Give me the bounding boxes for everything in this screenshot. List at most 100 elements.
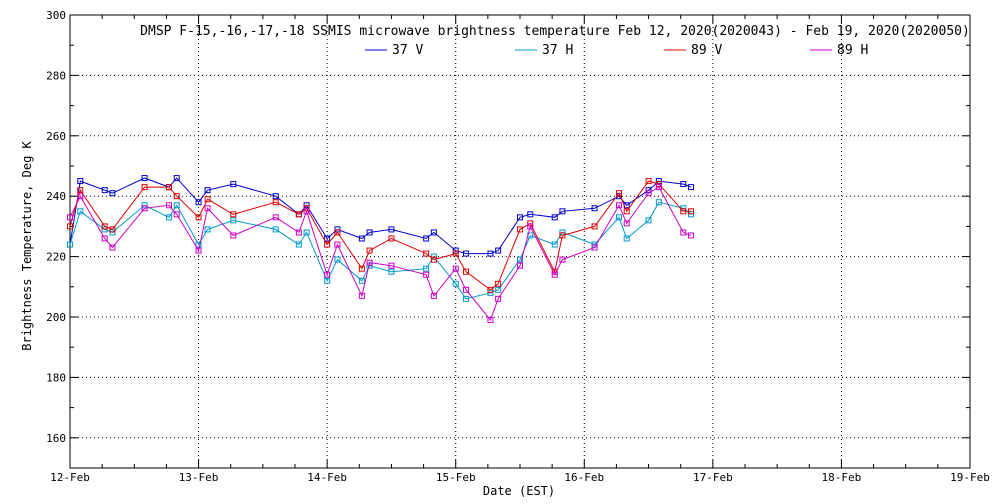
data-point-89-h xyxy=(272,214,279,221)
data-point-37-h xyxy=(204,226,211,233)
data-point-37-h xyxy=(230,217,237,224)
data-point-89-h xyxy=(463,286,469,293)
data-point-37-v xyxy=(366,229,373,236)
data-point-89-h xyxy=(616,202,622,209)
data-point-37-h xyxy=(195,241,202,248)
data-point-37-v xyxy=(430,229,437,236)
data-point-37-h xyxy=(324,277,331,284)
data-point-89-h xyxy=(527,223,534,230)
data-point-89-h xyxy=(195,247,202,254)
data-point-37-h xyxy=(655,199,662,206)
data-point-37-v xyxy=(230,181,237,188)
data-point-37-h xyxy=(463,295,469,302)
y-tick-label: 300 xyxy=(46,9,66,22)
data-point-89-h xyxy=(623,220,630,227)
data-point-37-v xyxy=(204,187,211,194)
data-point-89-h xyxy=(423,271,430,278)
data-point-89-h xyxy=(166,202,172,209)
data-point-37-v xyxy=(688,184,694,191)
data-point-37-h xyxy=(358,277,365,284)
data-point-37-h xyxy=(495,286,502,293)
data-point-89-h xyxy=(324,271,331,278)
data-point-89-h xyxy=(655,184,662,191)
data-point-37-h xyxy=(645,217,652,224)
data-point-89-h xyxy=(452,265,459,272)
y-axis-label: Brightness Temperature, Deg K xyxy=(20,140,34,350)
series-line-37-v xyxy=(69,177,692,255)
data-point-89-v xyxy=(517,226,523,233)
axis-layer: 160 180 200 220 240 260 280 300 12-Feb 13-Feb 14-F… xyxy=(46,9,990,484)
data-point-89-v xyxy=(324,241,331,248)
data-point-37-v xyxy=(358,235,365,242)
data-point-37-h xyxy=(141,202,148,209)
data-point-89-v xyxy=(452,250,459,257)
data-point-89-v xyxy=(623,208,630,215)
data-point-89-h xyxy=(680,229,687,236)
plot-frame xyxy=(69,14,971,469)
series-line-37-h xyxy=(69,201,692,300)
data-point-89-v xyxy=(366,247,373,254)
data-point-37-h xyxy=(551,241,558,248)
data-point-89-v xyxy=(230,211,237,218)
x-tick-label: 18-Feb xyxy=(822,471,862,484)
series-layer xyxy=(67,175,694,324)
data-point-89-v xyxy=(645,178,652,185)
data-point-89-v xyxy=(295,211,302,218)
x-tick-label: 15-Feb xyxy=(436,471,476,484)
data-point-37-v xyxy=(517,214,523,221)
data-point-89-v xyxy=(487,286,494,293)
legend-label-89-v: 89 V xyxy=(691,43,722,58)
data-point-37-v xyxy=(495,247,502,254)
data-point-37-h xyxy=(67,241,73,248)
x-axis-label: Date (EST) xyxy=(483,484,555,498)
chart-title: DMSP F-15,-16,-17,-18 SSMIS microwave br… xyxy=(140,24,970,39)
data-point-89-v xyxy=(77,187,84,194)
data-point-89-h xyxy=(141,205,148,212)
data-point-89-v xyxy=(463,268,469,275)
data-point-37-v xyxy=(487,250,494,257)
data-point-37-v xyxy=(173,175,180,182)
data-point-89-h xyxy=(358,292,365,299)
data-point-37-v xyxy=(324,235,331,242)
data-point-37-v xyxy=(141,175,148,182)
grid-layer xyxy=(70,15,970,468)
data-point-37-v xyxy=(680,181,687,188)
data-point-89-h xyxy=(173,211,180,218)
data-point-89-v xyxy=(334,229,341,236)
data-point-37-h xyxy=(173,202,180,209)
data-point-37-h xyxy=(559,229,566,236)
legend-label-37-h: 37 H xyxy=(542,43,573,58)
data-point-37-h xyxy=(623,235,630,242)
data-point-89-v xyxy=(204,196,211,203)
data-point-37-h xyxy=(517,256,523,263)
data-point-37-v xyxy=(591,205,598,212)
data-point-37-v xyxy=(527,211,534,218)
data-point-89-v xyxy=(109,226,116,233)
data-point-89-h xyxy=(591,244,598,251)
y-tick-label: 240 xyxy=(46,190,66,203)
data-point-89-v xyxy=(430,256,437,263)
data-point-89-h xyxy=(551,271,558,278)
legend-label-37-v: 37 V xyxy=(392,43,423,58)
data-point-89-v xyxy=(423,250,430,257)
data-point-89-h xyxy=(688,232,694,239)
y-tick-label: 200 xyxy=(46,311,66,324)
data-point-89-v xyxy=(173,193,180,200)
data-point-89-h xyxy=(495,295,502,302)
data-point-89-v xyxy=(141,184,148,191)
data-point-89-h xyxy=(204,205,211,212)
data-point-89-h xyxy=(67,214,73,221)
data-point-89-v xyxy=(495,280,502,287)
data-point-89-v xyxy=(388,235,395,242)
y-tick-label: 260 xyxy=(46,130,66,143)
data-point-89-h xyxy=(295,229,302,236)
legend-label-89-h: 89 H xyxy=(837,43,868,58)
y-tick-label: 280 xyxy=(46,69,66,82)
x-tick-label: 13-Feb xyxy=(179,471,219,484)
data-point-89-v xyxy=(680,208,687,215)
x-tick-label: 17-Feb xyxy=(693,471,733,484)
data-point-89-v xyxy=(358,265,365,272)
data-point-37-h xyxy=(334,256,341,263)
data-point-37-v xyxy=(272,193,279,200)
data-point-89-h xyxy=(230,232,237,239)
